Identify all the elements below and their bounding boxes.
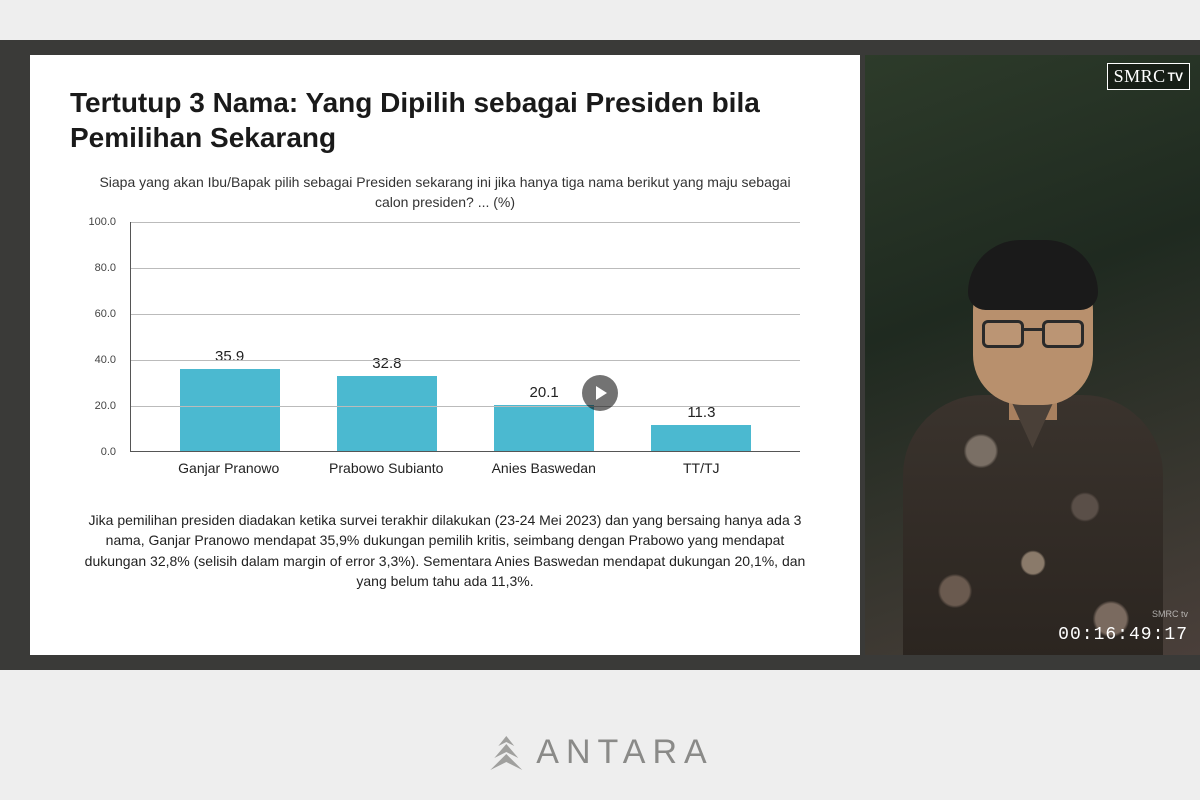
bar-chart: 0.020.040.060.080.0100.0 35.932.820.111.…	[80, 222, 810, 482]
channel-suffix: TV	[1168, 70, 1183, 84]
y-tick-label: 80.0	[95, 262, 116, 274]
y-tick-label: 40.0	[95, 354, 116, 366]
y-axis: 0.020.040.060.080.0100.0	[80, 222, 120, 452]
play-icon[interactable]	[582, 375, 618, 411]
watermark-text: ANTARA	[536, 733, 713, 772]
bar-value-label: 32.8	[372, 355, 401, 372]
x-tick-label: Ganjar Pranowo	[169, 454, 289, 482]
plot-area: 35.9 32.8 20.1 11.3	[130, 222, 800, 452]
gridline	[131, 268, 800, 269]
presenter-figure	[903, 175, 1163, 655]
y-tick-label: 60.0	[95, 308, 116, 320]
x-tick-label: Anies Baswedan	[484, 454, 604, 482]
timecode: 00:16:49:17	[1058, 625, 1188, 645]
channel-badge: SMRC TV	[1107, 63, 1190, 90]
gridline	[131, 360, 800, 361]
slide-subtitle: Siapa yang akan Ibu/Bapak pilih sebagai …	[90, 173, 800, 212]
x-tick-label: Prabowo Subianto	[326, 454, 446, 482]
x-axis-labels: Ganjar Pranowo Prabowo Subianto Anies Basw…	[130, 454, 800, 482]
corner-mark: SMRC tv	[1152, 609, 1188, 619]
presenter-hair	[968, 240, 1098, 310]
broadcast-frame: Tertutup 3 Nama: Yang Dipilih sebagai Pr…	[0, 40, 1200, 670]
antara-logo-icon	[486, 732, 526, 772]
slide-title: Tertutup 3 Nama: Yang Dipilih sebagai Pr…	[70, 85, 820, 155]
x-tick-label: TT/TJ	[641, 454, 761, 482]
bars-container: 35.9 32.8 20.1 11.3	[131, 222, 800, 451]
bar	[337, 376, 437, 451]
slide-footnote: Jika pemilihan presiden diadakan ketika …	[80, 510, 810, 591]
bar	[180, 369, 280, 452]
bar-value-label: 20.1	[530, 384, 559, 401]
gridline	[131, 222, 800, 223]
glasses-icon	[978, 320, 1088, 350]
channel-name: SMRC	[1114, 66, 1166, 87]
presentation-slide: Tertutup 3 Nama: Yang Dipilih sebagai Pr…	[30, 55, 860, 655]
presenter-video-pane: SMRC TV SMRC tv 00:16:49:17	[865, 55, 1200, 655]
bar-column: 32.8	[327, 355, 447, 451]
bar-column: 11.3	[641, 404, 761, 451]
y-tick-label: 100.0	[88, 216, 116, 228]
y-tick-label: 0.0	[101, 446, 116, 458]
gridline	[131, 314, 800, 315]
bar	[651, 425, 751, 451]
gridline	[131, 406, 800, 407]
source-watermark: ANTARA	[486, 732, 713, 772]
y-tick-label: 20.0	[95, 400, 116, 412]
bar-column: 35.9	[170, 348, 290, 452]
bar	[494, 405, 594, 451]
bar-value-label: 35.9	[215, 348, 244, 365]
